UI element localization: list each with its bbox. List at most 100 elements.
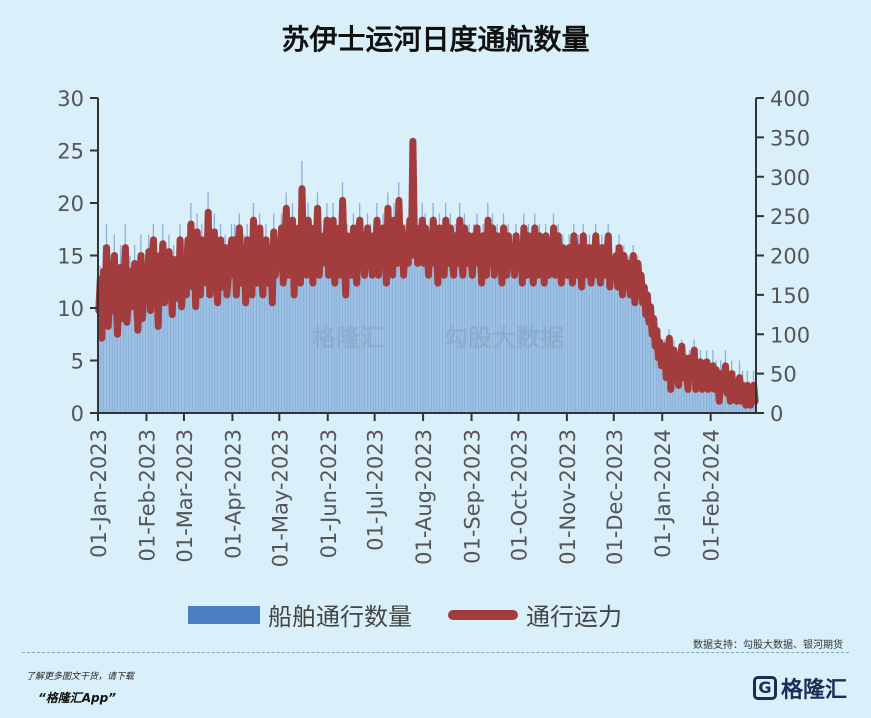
bar xyxy=(438,213,441,413)
bar xyxy=(274,266,276,413)
bar xyxy=(348,255,350,413)
bar xyxy=(524,245,527,413)
bar xyxy=(115,287,117,413)
bar xyxy=(210,234,212,413)
bar xyxy=(212,255,214,413)
bar xyxy=(329,224,331,413)
bar xyxy=(484,245,486,413)
bar xyxy=(104,287,106,413)
bar xyxy=(152,224,155,413)
bar xyxy=(490,234,492,413)
bar xyxy=(215,266,217,413)
watermark-left: 格隆汇 xyxy=(312,324,384,352)
bar xyxy=(418,224,420,413)
bar xyxy=(538,224,541,413)
bar xyxy=(254,255,256,413)
bar xyxy=(655,318,658,413)
bar xyxy=(566,266,569,413)
bar xyxy=(330,245,333,413)
bar xyxy=(309,255,311,413)
y-right-tick-label: 100 xyxy=(770,323,810,347)
bar xyxy=(374,245,376,413)
bar xyxy=(354,245,356,413)
bar xyxy=(126,318,128,413)
bar xyxy=(293,287,295,413)
bar xyxy=(227,266,230,413)
bar xyxy=(165,255,167,413)
x-tick-label: 01-Mar-2023 xyxy=(173,429,197,563)
bar xyxy=(244,297,247,413)
bar xyxy=(540,255,542,413)
bar xyxy=(618,234,620,413)
bar xyxy=(515,224,517,413)
x-tick-label: 01-Dec-2023 xyxy=(603,429,627,565)
bar xyxy=(185,287,187,413)
bar xyxy=(118,266,120,413)
bar xyxy=(316,192,319,413)
bar xyxy=(394,234,397,413)
bar xyxy=(419,245,422,413)
bar xyxy=(595,224,597,413)
bar xyxy=(626,276,628,413)
y-right-tick-label: 300 xyxy=(770,166,810,190)
bar xyxy=(373,234,375,413)
bar xyxy=(616,276,619,413)
bar xyxy=(302,245,305,413)
bar xyxy=(226,287,228,413)
bar xyxy=(321,255,323,413)
bar xyxy=(252,203,255,413)
bar xyxy=(598,245,600,413)
bar xyxy=(548,266,550,413)
bar xyxy=(640,266,642,413)
bar xyxy=(149,297,151,413)
bar xyxy=(155,266,158,413)
bar xyxy=(369,224,372,413)
bar xyxy=(224,234,226,413)
bar xyxy=(465,234,467,413)
bar xyxy=(368,255,370,413)
bar xyxy=(423,255,425,413)
bar xyxy=(612,266,614,413)
bar xyxy=(448,255,450,413)
bar xyxy=(659,329,661,413)
bar xyxy=(652,308,655,413)
bar xyxy=(171,308,173,413)
bar xyxy=(476,213,478,413)
bar xyxy=(687,381,689,413)
legend: 船舶通行数量 通行运力 xyxy=(188,597,622,632)
bar xyxy=(307,203,309,413)
bar xyxy=(112,297,114,413)
bar xyxy=(258,213,261,413)
bar xyxy=(132,266,134,413)
bar xyxy=(298,213,300,413)
bar xyxy=(393,203,395,413)
bar xyxy=(129,255,131,413)
bar xyxy=(565,266,567,413)
bar xyxy=(670,381,672,413)
bar xyxy=(116,329,119,413)
bar xyxy=(645,308,647,413)
bar xyxy=(610,255,612,413)
bar xyxy=(324,245,326,413)
bar xyxy=(532,276,534,413)
bar xyxy=(288,224,291,413)
y-right-tick-label: 250 xyxy=(770,205,810,229)
bar xyxy=(205,276,208,413)
bar xyxy=(537,266,539,413)
bar xyxy=(174,276,176,413)
bar xyxy=(602,255,605,413)
bar xyxy=(662,360,664,413)
bar xyxy=(179,224,181,413)
bar xyxy=(471,266,473,413)
bar xyxy=(334,276,336,413)
y-left-tick-label: 25 xyxy=(57,140,84,164)
bar xyxy=(190,203,192,413)
bar xyxy=(529,255,531,413)
bar xyxy=(283,234,286,413)
bar xyxy=(146,276,148,413)
bar xyxy=(304,224,306,413)
bar xyxy=(674,371,677,413)
x-tick-label: 01-Feb-2023 xyxy=(135,429,159,562)
bar xyxy=(296,255,298,413)
bar xyxy=(473,224,475,413)
